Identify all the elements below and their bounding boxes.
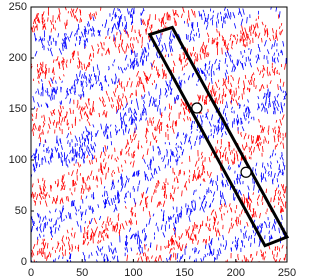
red-dashes — [31, 7, 287, 262]
x-tick-label: 250 — [278, 267, 296, 279]
selection-box — [147, 25, 290, 248]
plot-frame — [30, 6, 288, 263]
y-tick-label: 0 — [21, 256, 27, 268]
point — [240, 166, 252, 178]
texture — [31, 7, 287, 262]
y-tick-label: 200 — [9, 52, 27, 64]
chart: 0 50 100 150 200 250 0 50 100 150 200 250 — [9, 1, 297, 279]
y-tick-label: 250 — [9, 1, 27, 13]
y-tick-label: 50 — [15, 205, 27, 217]
point — [191, 102, 203, 114]
x-tick-label: 100 — [124, 267, 142, 279]
x-tick-label: 0 — [28, 267, 34, 279]
y-tick-label: 150 — [9, 103, 27, 115]
blue-dashes — [31, 7, 287, 262]
x-tick-label: 200 — [227, 267, 245, 279]
x-tick-label: 50 — [76, 267, 88, 279]
x-tick-label: 150 — [175, 267, 193, 279]
y-tick-label: 100 — [9, 154, 27, 166]
